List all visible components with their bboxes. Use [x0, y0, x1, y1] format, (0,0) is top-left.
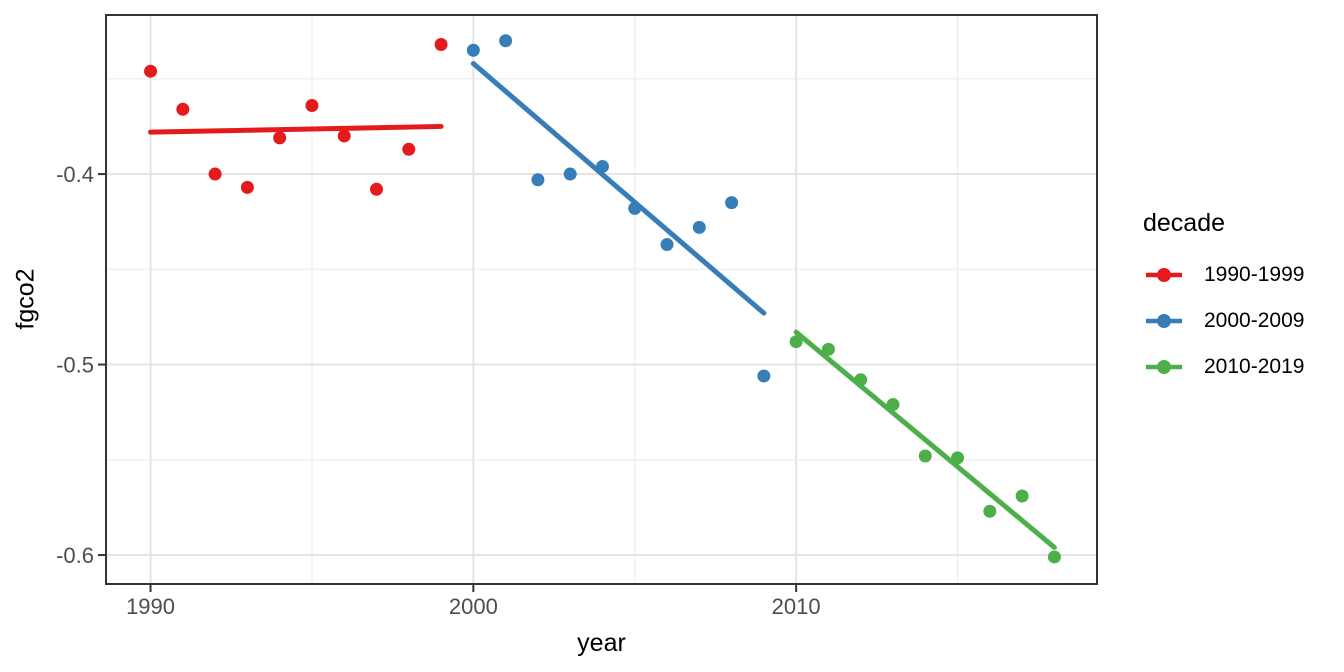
data-point [531, 173, 545, 187]
trend-line [470, 61, 767, 316]
legend-key-icon [1146, 268, 1182, 282]
legend: decade 1990-1999 2000-2009 2010-2019 [1143, 209, 1304, 393]
data-point [402, 142, 416, 156]
trend-line [793, 329, 1057, 550]
x-tick-label: 2010 [772, 594, 821, 619]
data-point [725, 196, 739, 210]
y-tick-label: -0.5 [56, 353, 94, 378]
data-point [176, 102, 190, 116]
data-point [886, 398, 900, 412]
data-point [208, 167, 222, 181]
data-point [144, 64, 158, 78]
y-tick-label: -0.6 [56, 543, 94, 568]
legend-key-icon [1146, 314, 1182, 328]
data-point [466, 43, 480, 57]
data-point [692, 220, 706, 234]
trend-line [148, 123, 444, 135]
data-point [821, 342, 835, 356]
x-axis-title: year [577, 629, 626, 657]
data-point [499, 34, 513, 48]
data-point [1015, 489, 1029, 503]
data-point [757, 369, 771, 383]
data-point [240, 180, 254, 194]
panel-border [105, 14, 1098, 585]
y-axis-title: fgco2 [11, 268, 40, 330]
legend-label: 2000-2009 [1204, 309, 1305, 332]
legend-label: 2010-2019 [1204, 355, 1305, 378]
data-point [595, 159, 609, 173]
x-tick-label: 2000 [449, 594, 498, 619]
data-point [273, 131, 287, 145]
y-tick-label: -0.4 [56, 162, 94, 187]
data-point [370, 182, 384, 196]
data-point [951, 451, 965, 465]
legend-label: 1990-1999 [1204, 263, 1305, 286]
legend-entry: 1990-1999 [1143, 255, 1304, 295]
legend-title: decade [1143, 209, 1226, 237]
panel-background [106, 15, 1097, 584]
data-point [434, 38, 448, 52]
data-point [1047, 550, 1061, 564]
legend-key-icon [1146, 360, 1182, 374]
legend-entry: 2010-2019 [1143, 347, 1304, 387]
data-point [983, 504, 997, 518]
data-point [337, 129, 351, 143]
data-point [305, 98, 319, 112]
data-point [918, 449, 932, 463]
data-point [660, 238, 674, 252]
data-point [789, 335, 803, 349]
x-tick-label: 1990 [126, 594, 175, 619]
data-point [854, 373, 868, 387]
data-point [563, 167, 577, 181]
data-point [628, 201, 642, 215]
legend-entry: 2000-2009 [1143, 301, 1304, 341]
